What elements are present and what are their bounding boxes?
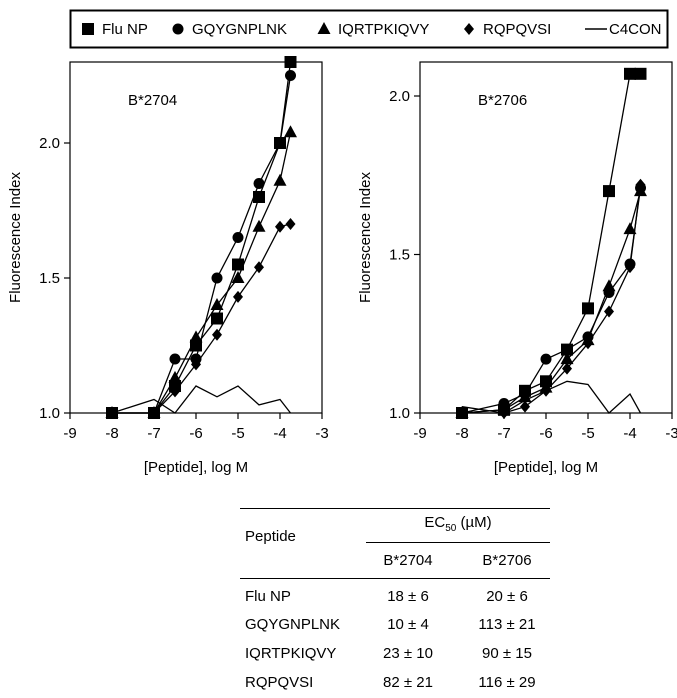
peptide-cell: Flu NP [245,588,291,605]
table-subheader-row: B*2704 B*2706 [240,552,550,574]
chart-panel-b2704: -9 -8 -7 -6 -5 -4 -3 1.0 1.5 2.0 [Peptide], log M F… [7,56,329,476]
data-point-flu-np [635,68,647,80]
data-point-gqygnplnk [541,354,552,365]
y-tick-label: 1.5 [389,247,410,264]
legend-label-c4con: C4CON [609,21,662,38]
peptide-cell: RQPQVSI [245,674,313,691]
table-row: Flu NP 18 ± 6 20 ± 6 [240,588,550,610]
x-axis-label: [Peptide], log M [494,459,598,476]
table-row: GQYGNPLNK 10 ± 4 113 ± 21 [240,616,550,638]
x-tick-label: -4 [273,425,286,442]
data-point-flu-np [582,302,594,314]
peptide-header: Peptide [245,528,296,545]
y-axis-label: Fluorescence Index [357,172,374,303]
data-point-gqygnplnk [170,354,181,365]
series-line-gqygnplnk [112,76,291,414]
x-tick-label: -9 [413,425,426,442]
b2704-cell: 23 ± 10 [368,645,448,662]
b2704-cell: 10 ± 4 [368,616,448,633]
data-point-gqygnplnk [233,232,244,243]
x-tick-label: -8 [105,425,118,442]
series-line-flu-np [462,74,641,413]
b2706-cell: 20 ± 6 [462,588,552,605]
data-point-iqrtpkiqvy [253,220,266,232]
peptide-cell: IQRTPKIQVY [245,645,336,662]
data-point-iqrtpkiqvy [284,125,297,137]
b2704-cell: 18 ± 6 [368,588,448,605]
y-tick-label: 1.0 [39,405,60,422]
legend-marker-gqygnplnk [173,24,184,35]
x-tick-label: -3 [315,425,328,442]
y-tick-label: 1.0 [389,405,410,422]
panel-annotation: B*2706 [478,92,527,109]
b2706-cell: 113 ± 21 [462,616,552,633]
legend-label-gqygnplnk: GQYGNPLNK [192,21,287,38]
data-point-iqrtpkiqvy [603,279,616,291]
x-tick-label: -6 [539,425,552,442]
legend-marker-flu-np [82,23,94,35]
legend-label-flu-np: Flu NP [102,21,148,38]
col-b2704-header: B*2704 [368,552,448,569]
y-tick-label: 2.0 [389,88,410,105]
x-axis-label: [Peptide], log M [144,459,248,476]
b2704-cell: 82 ± 21 [368,674,448,691]
y-tick-label: 2.0 [39,135,60,152]
legend-marker-iqrtpkiqvy [318,22,331,34]
legend-label-iqrtpkiqvy: IQRTPKIQVY [338,21,429,38]
data-point-flu-np [603,185,615,197]
data-point-gqygnplnk [285,70,296,81]
x-tick-label: -3 [665,425,677,442]
x-tick-label: -9 [63,425,76,442]
b2706-cell: 90 ± 15 [462,645,552,662]
table-row: RQPQVSI 82 ± 21 116 ± 29 [240,674,550,696]
x-tick-label: -6 [189,425,202,442]
data-point-gqygnplnk [275,138,286,149]
chart-panel-b2706: -9 -8 -7 -6 -5 -4 -3 1.0 1.5 2.0 [Peptide], log M F… [357,62,677,476]
b2706-cell: 116 ± 29 [462,674,552,691]
col-b2706-header: B*2706 [462,552,552,569]
table-top-rule [240,508,550,509]
x-tick-label: -4 [623,425,636,442]
x-tick-label: -8 [455,425,468,442]
table-sub-rule [366,542,550,543]
panel-annotation: B*2704 [128,92,177,109]
x-tick-label: -7 [147,425,160,442]
peptide-cell: GQYGNPLNK [245,616,340,633]
data-point-iqrtpkiqvy [190,330,203,342]
table-mid-rule [240,578,550,579]
figure-canvas: Flu NP GQYGNPLNK IQRTPKIQVY RQPQVSI C4CON -9… [0,0,677,500]
data-point-gqygnplnk [212,273,223,284]
table-row: IQRTPKIQVY 23 ± 10 90 ± 15 [240,645,550,667]
data-point-rqpqvsi [275,221,285,233]
data-point-gqygnplnk [254,178,265,189]
ec50-header: EC50 (µM) [366,514,550,534]
y-tick-label: 1.5 [39,270,60,287]
data-point-flu-np [285,56,297,68]
x-tick-label: -5 [581,425,594,442]
x-tick-label: -5 [231,425,244,442]
series-line-c4con [112,386,291,413]
series-line-rqpqvsi [112,224,291,413]
y-axis-label: Fluorescence Index [7,172,24,303]
legend: Flu NP GQYGNPLNK IQRTPKIQVY RQPQVSI C4CON [71,11,668,48]
data-point-rqpqvsi [286,218,296,230]
x-tick-label: -7 [497,425,510,442]
data-point-iqrtpkiqvy [274,174,287,186]
data-point-flu-np [624,68,636,80]
data-point-flu-np [211,313,223,325]
legend-marker-rqpqvsi [464,23,474,35]
legend-label-rqpqvsi: RQPQVSI [483,21,551,38]
